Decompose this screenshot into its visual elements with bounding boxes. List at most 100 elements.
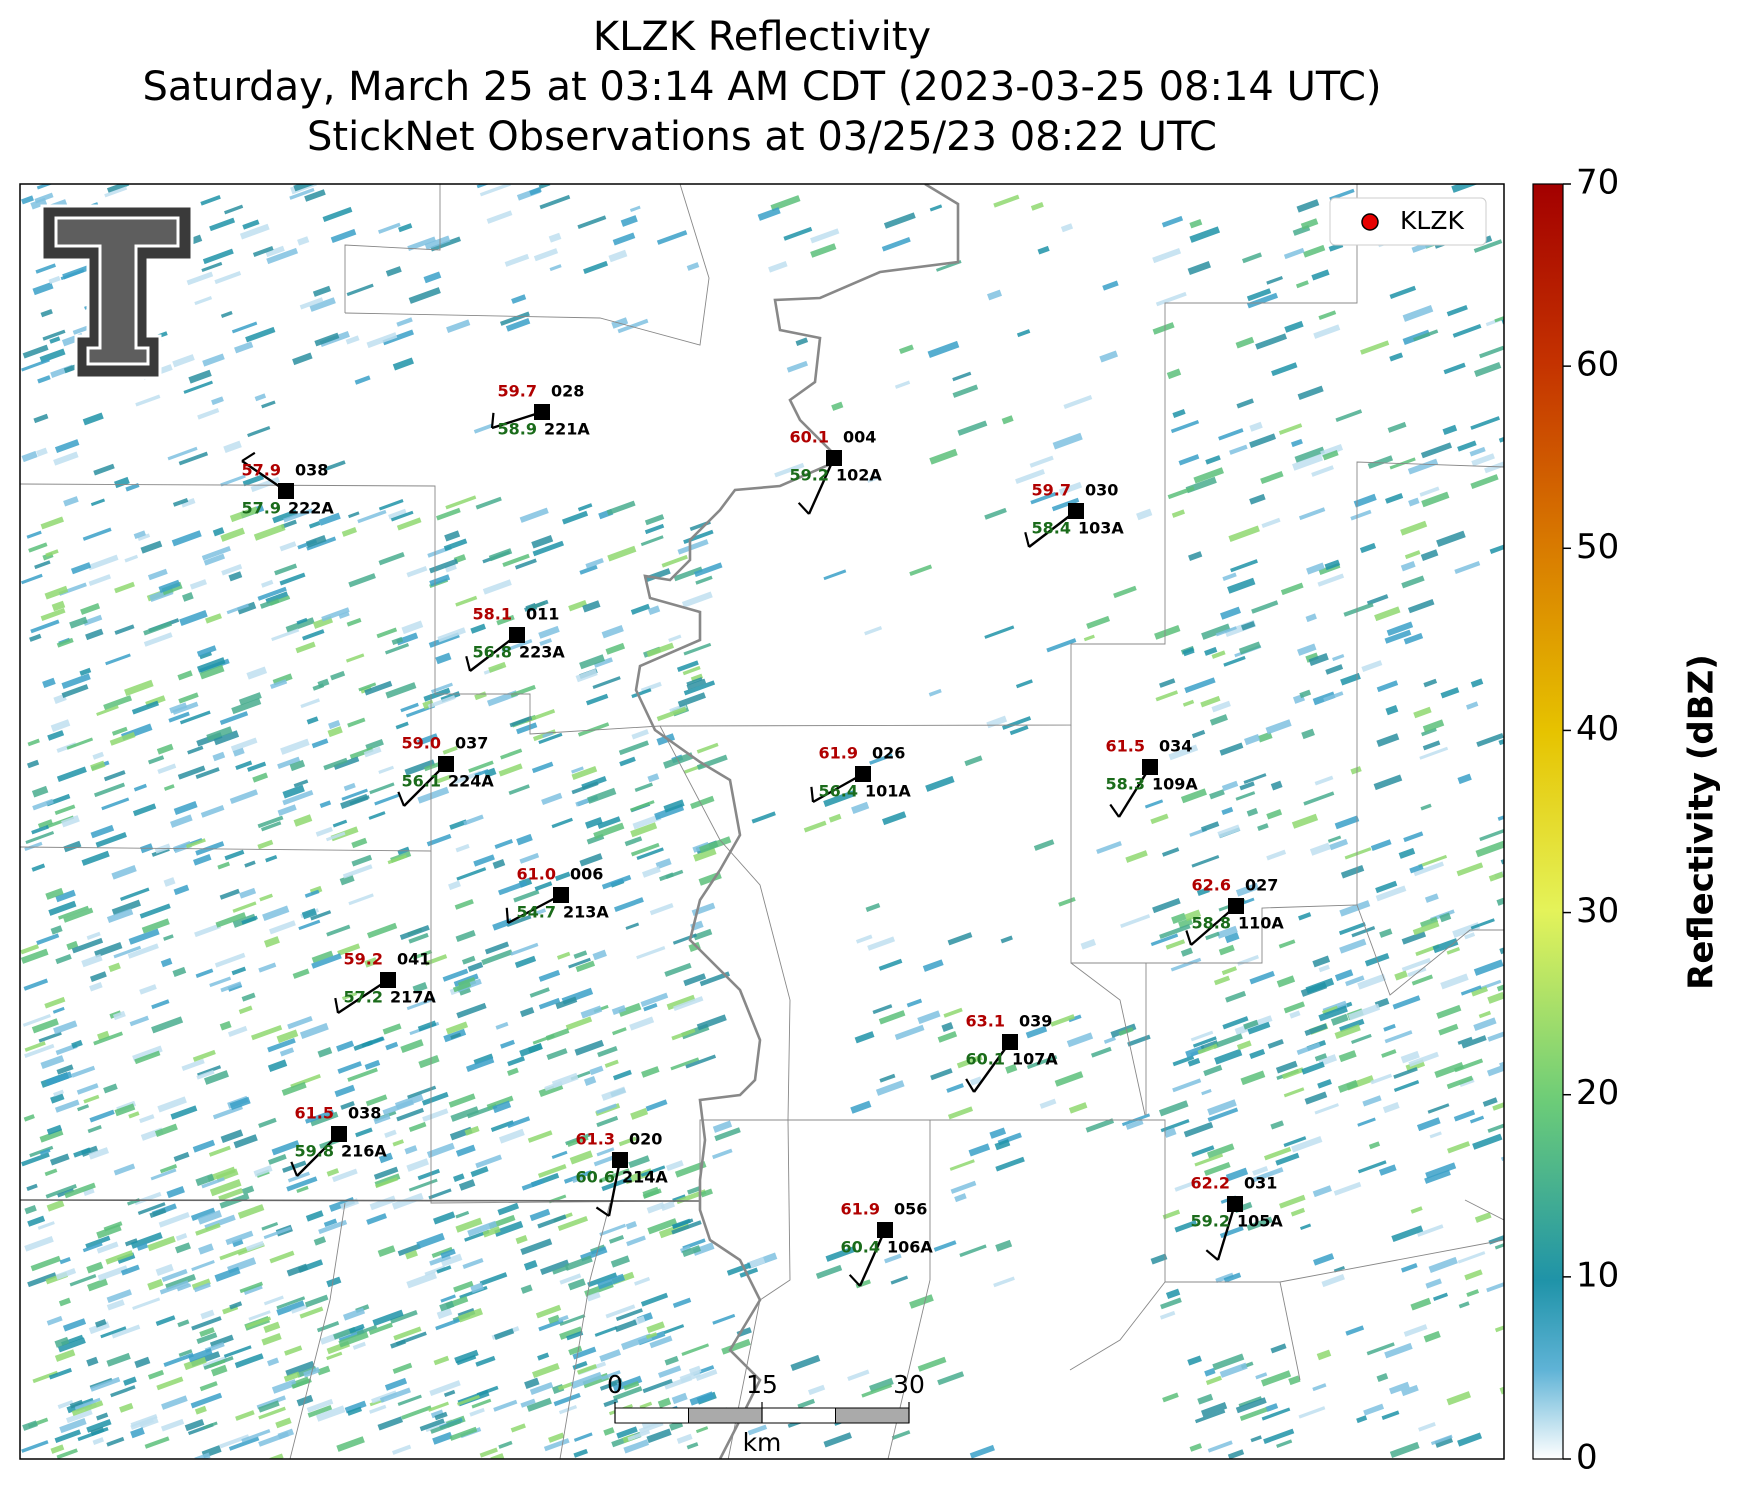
dewpoint: 54.7: [517, 903, 556, 922]
radar-echo: [668, 634, 682, 643]
radar-echo: [71, 1065, 96, 1078]
radar-echo: [929, 204, 943, 212]
radar-echo: [1235, 336, 1255, 349]
radar-echo: [1427, 1103, 1450, 1114]
radar-echo: [1200, 695, 1221, 708]
station-code: 027: [1245, 876, 1278, 895]
radar-echo: [551, 1150, 568, 1159]
radar-echo: [1408, 497, 1420, 507]
radar-echo: [1099, 350, 1119, 363]
radar-echo: [1413, 329, 1439, 342]
colorbar-tick-label: 30: [1576, 891, 1619, 931]
radar-echo: [56, 766, 87, 783]
radar-echo: [439, 1300, 455, 1312]
radar-echo: [748, 1256, 766, 1269]
radar-echo: [917, 1356, 947, 1372]
radar-echo: [954, 1193, 967, 1203]
station-code: 037: [455, 734, 488, 753]
radar-echo: [349, 746, 374, 760]
radar-echo: [548, 1432, 565, 1443]
radar-echo: [599, 1349, 621, 1362]
radar-echo: [1090, 1046, 1112, 1058]
station-marker: [1227, 1196, 1243, 1212]
radar-echo: [209, 1179, 242, 1197]
radar-echo: [1086, 615, 1111, 629]
radar-echo: [82, 412, 104, 426]
radar-echo: [1389, 1441, 1420, 1458]
radar-echo: [304, 1294, 329, 1308]
radar-echo: [645, 1099, 668, 1112]
radar-echo: [599, 1168, 630, 1183]
temperature: 59.7: [1032, 481, 1071, 500]
radar-echo: [322, 206, 353, 222]
radar-echo: [879, 1073, 896, 1083]
scale-segment: [835, 1407, 910, 1424]
radar-echo: [1236, 398, 1254, 409]
radar-echo: [641, 1066, 660, 1078]
radar-echo: [245, 1316, 272, 1329]
radar-echo: [53, 1020, 78, 1035]
radar-echo: [1235, 1397, 1267, 1414]
radar-echo: [1243, 773, 1267, 784]
radar-echo: [50, 925, 63, 935]
radar-echo: [204, 1070, 229, 1085]
radar-echo: [1297, 385, 1324, 400]
radar-echo: [519, 852, 540, 864]
radar-echo: [265, 854, 278, 863]
radar-echo: [51, 600, 66, 612]
temperature: 57.9: [242, 461, 281, 480]
radar-echo: [587, 787, 617, 804]
radar-echo: [1201, 623, 1231, 640]
temperature: 62.2: [1191, 1174, 1230, 1193]
radar-echo: [147, 568, 168, 581]
radar-echo: [271, 1379, 297, 1394]
radar-echo: [181, 592, 194, 602]
radar-echo: [1409, 864, 1424, 874]
radar-echo: [44, 1168, 58, 1177]
radar-echo: [1180, 947, 1193, 957]
radar-echo: [317, 678, 330, 688]
radar-echo: [1216, 925, 1238, 939]
radar-echo: [636, 946, 666, 960]
radar-echo: [178, 1349, 193, 1358]
radar-echo: [984, 625, 1015, 639]
radar-echo: [86, 931, 101, 940]
radar-echo: [342, 1307, 366, 1321]
radar-echo: [455, 843, 470, 853]
radar-echo: [231, 321, 258, 334]
radar-echo: [537, 1163, 567, 1179]
radar-echo: [541, 792, 563, 806]
radar-echo: [603, 1427, 615, 1436]
radar-echo: [81, 954, 103, 968]
radar-echo: [239, 887, 257, 899]
radar-echo: [677, 692, 706, 708]
radar-echo: [629, 800, 655, 812]
radar-echo: [672, 1297, 692, 1308]
radar-echo: [1244, 733, 1261, 746]
radar-echo: [404, 759, 436, 776]
radar-echo: [199, 651, 212, 660]
radar-echo: [271, 1140, 300, 1156]
radar-echo: [831, 401, 844, 411]
radar-echo: [1335, 409, 1363, 422]
radar-echo: [1209, 789, 1225, 800]
radar-echo: [498, 763, 523, 777]
radar-echo: [318, 1219, 348, 1235]
radar-echo: [311, 950, 334, 964]
radar-echo: [94, 1319, 107, 1328]
radar-echo: [277, 756, 301, 769]
radar-echo: [444, 530, 461, 542]
radar-echo: [430, 682, 453, 694]
radar-echo: [608, 1235, 625, 1244]
radar-echo: [88, 1147, 110, 1160]
radar-echo: [218, 1188, 244, 1202]
radar-echo: [589, 1065, 604, 1076]
radar-echo: [1401, 957, 1431, 972]
radar-echo: [1296, 199, 1320, 213]
radar-echo: [597, 816, 621, 829]
radar-echo: [23, 978, 49, 991]
colorbar-tick-label: 0: [1576, 1438, 1598, 1478]
radar-echo: [774, 462, 805, 478]
radar-echo: [614, 897, 644, 912]
radar-echo: [56, 1064, 74, 1075]
